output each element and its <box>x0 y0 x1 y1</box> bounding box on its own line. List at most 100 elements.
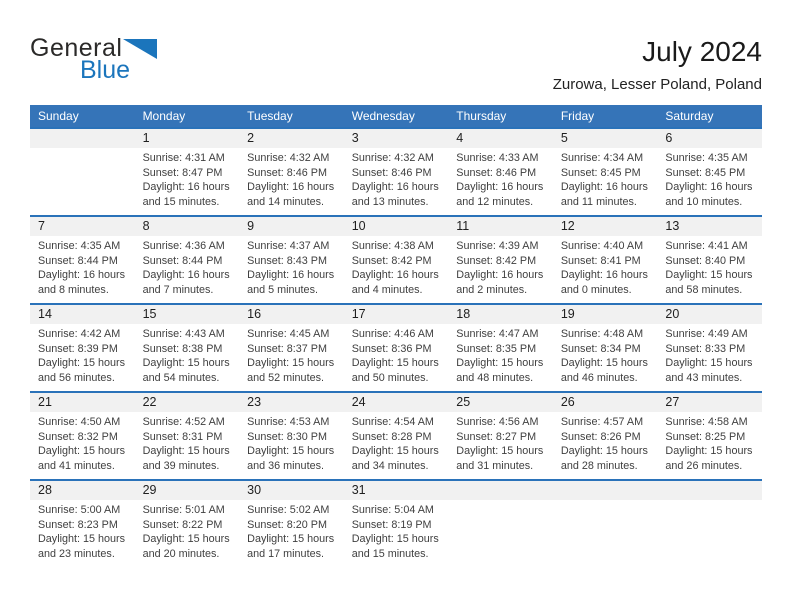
day-number-4: 4 <box>456 131 464 145</box>
daylight-text: Daylight: 15 hours and 56 minutes. <box>38 357 126 384</box>
day-cell-details-9: Sunrise: 4:37 AM Sunset: 8:43 PM Daylight:… <box>239 236 344 303</box>
sunset-text: Sunset: 8:36 PM <box>351 342 432 355</box>
day-number-31: 31 <box>351 483 366 497</box>
sunset-text: Sunset: 8:46 PM <box>351 166 432 179</box>
sunrise-text: Sunrise: 4:47 AM <box>456 328 539 340</box>
daylight-text: Daylight: 16 hours and 5 minutes. <box>247 269 335 296</box>
day-cell-details-1: Sunrise: 4:31 AM Sunset: 8:47 PM Daylight:… <box>135 148 240 215</box>
daylight-text: Daylight: 15 hours and 17 minutes. <box>247 533 335 560</box>
day-number-20: 20 <box>665 307 680 321</box>
daylight-text: Daylight: 15 hours and 50 minutes. <box>351 357 439 384</box>
sunrise-text: Sunrise: 4:53 AM <box>247 416 330 428</box>
sunset-text: Sunset: 8:37 PM <box>247 342 327 355</box>
sunset-text: Sunset: 8:42 PM <box>351 254 432 267</box>
sunrise-text: Sunrise: 4:35 AM <box>38 240 121 252</box>
day-number-12: 12 <box>560 219 575 233</box>
sunrise-text: Sunrise: 4:43 AM <box>142 328 225 340</box>
sunset-text: Sunset: 8:45 PM <box>560 166 641 179</box>
day-cell-details-11: Sunrise: 4:39 AM Sunset: 8:42 PM Daylight:… <box>448 236 553 303</box>
day-detail-band: Sunrise: 4:50 AM Sunset: 8:32 PM Daylight:… <box>30 412 762 479</box>
sunset-text: Sunset: 8:46 PM <box>456 166 537 179</box>
sunrise-text: Sunrise: 4:32 AM <box>247 152 330 164</box>
day-number-18: 18 <box>456 307 471 321</box>
sunrise-text: Sunrise: 4:57 AM <box>560 416 644 428</box>
empty-day-number <box>448 481 553 500</box>
day-header-wednesday: Wednesday <box>351 109 415 123</box>
day-number-band: 21 22 23 24 25 26 27 <box>30 393 762 412</box>
sunset-text: Sunset: 8:25 PM <box>665 430 746 443</box>
day-cell-details-18: Sunrise: 4:47 AM Sunset: 8:35 PM Daylight:… <box>448 324 553 391</box>
sunrise-text: Sunrise: 4:48 AM <box>560 328 644 340</box>
daylight-text: Daylight: 16 hours and 11 minutes. <box>560 181 648 208</box>
sunset-text: Sunset: 8:19 PM <box>351 518 432 531</box>
sunrise-text: Sunrise: 4:32 AM <box>351 152 434 164</box>
day-number-11: 11 <box>456 219 470 233</box>
day-number-band: 7 8 9 10 11 12 13 <box>30 217 762 236</box>
sunrise-text: Sunrise: 4:56 AM <box>456 416 539 428</box>
sunset-text: Sunset: 8:41 PM <box>560 254 641 267</box>
sunrise-text: Sunrise: 4:36 AM <box>142 240 225 252</box>
day-cell-details-31: Sunrise: 5:04 AM Sunset: 8:19 PM Daylight:… <box>344 500 449 567</box>
sunset-text: Sunset: 8:44 PM <box>142 254 223 267</box>
day-cell-details-15: Sunrise: 4:43 AM Sunset: 8:38 PM Daylight:… <box>135 324 240 391</box>
day-cell-details-26: Sunrise: 4:57 AM Sunset: 8:26 PM Daylight:… <box>553 412 658 479</box>
day-header-sunday: Sunday <box>38 109 79 123</box>
sunrise-text: Sunrise: 4:42 AM <box>38 328 121 340</box>
day-number-10: 10 <box>351 219 366 233</box>
sunset-text: Sunset: 8:20 PM <box>247 518 327 531</box>
daylight-text: Daylight: 15 hours and 39 minutes. <box>142 445 230 472</box>
sunset-text: Sunset: 8:40 PM <box>665 254 746 267</box>
day-cell-details-12: Sunrise: 4:40 AM Sunset: 8:41 PM Daylight:… <box>553 236 658 303</box>
day-cell-details-21: Sunrise: 4:50 AM Sunset: 8:32 PM Daylight:… <box>30 412 135 479</box>
day-number-band: 28 29 30 31 <box>30 481 762 500</box>
day-detail-band: Sunrise: 4:35 AM Sunset: 8:44 PM Daylight:… <box>30 236 762 303</box>
day-cell-details-8: Sunrise: 4:36 AM Sunset: 8:44 PM Daylight:… <box>135 236 240 303</box>
empty-day-number <box>657 481 762 500</box>
day-header-thursday: Thursday <box>456 109 507 123</box>
day-cell-details-24: Sunrise: 4:54 AM Sunset: 8:28 PM Daylight:… <box>344 412 449 479</box>
daylight-text: Daylight: 15 hours and 48 minutes. <box>456 357 544 384</box>
sunset-text: Sunset: 8:32 PM <box>38 430 118 443</box>
general-blue-logo: General Blue <box>30 36 160 88</box>
sunset-text: Sunset: 8:31 PM <box>142 430 223 443</box>
sunrise-text: Sunrise: 4:34 AM <box>560 152 644 164</box>
sunset-text: Sunset: 8:23 PM <box>38 518 118 531</box>
sunrise-text: Sunrise: 4:52 AM <box>142 416 225 428</box>
sunset-text: Sunset: 8:47 PM <box>142 166 223 179</box>
week-row-4: 21 22 23 24 25 26 27 Sunrise: 4:50 AM Sunset: 8:… <box>30 391 762 479</box>
sunrise-text: Sunrise: 5:04 AM <box>351 504 434 516</box>
daylight-text: Daylight: 16 hours and 12 minutes. <box>456 181 544 208</box>
sunset-text: Sunset: 8:43 PM <box>247 254 327 267</box>
day-cell-details-10: Sunrise: 4:38 AM Sunset: 8:42 PM Daylight:… <box>344 236 449 303</box>
empty-day-number <box>553 481 658 500</box>
day-of-week-header-row: Sunday Monday Tuesday Wednesday Thursday Frid… <box>30 105 762 127</box>
day-number-14: 14 <box>38 307 52 321</box>
daylight-text: Daylight: 16 hours and 14 minutes. <box>247 181 335 208</box>
page-title: July 2024 <box>642 36 762 67</box>
day-cell-details-28: Sunrise: 5:00 AM Sunset: 8:23 PM Daylight:… <box>30 500 135 567</box>
day-number-23: 23 <box>247 395 262 409</box>
daylight-text: Daylight: 16 hours and 0 minutes. <box>560 269 648 296</box>
daylight-text: Daylight: 16 hours and 8 minutes. <box>38 269 126 296</box>
week-row-3: 14 15 16 17 18 19 20 Sunrise: 4:42 AM Sunset: 8:… <box>30 303 762 391</box>
sunrise-text: Sunrise: 4:38 AM <box>351 240 434 252</box>
day-number-28: 28 <box>38 483 52 497</box>
day-cell-details-19: Sunrise: 4:48 AM Sunset: 8:34 PM Daylight:… <box>553 324 658 391</box>
empty-day-number <box>30 129 135 148</box>
logo-text-general: General <box>30 34 123 62</box>
sunrise-text: Sunrise: 4:39 AM <box>456 240 539 252</box>
daylight-text: Daylight: 15 hours and 34 minutes. <box>351 445 439 472</box>
sunset-text: Sunset: 8:26 PM <box>560 430 641 443</box>
sunrise-text: Sunrise: 4:46 AM <box>351 328 434 340</box>
day-number-band: 14 15 16 17 18 19 20 <box>30 305 762 324</box>
daylight-text: Daylight: 15 hours and 43 minutes. <box>665 357 753 384</box>
day-cell-details-27: Sunrise: 4:58 AM Sunset: 8:25 PM Daylight:… <box>657 412 762 479</box>
daylight-text: Daylight: 15 hours and 20 minutes. <box>142 533 230 560</box>
sunset-text: Sunset: 8:33 PM <box>665 342 746 355</box>
sunset-text: Sunset: 8:34 PM <box>560 342 641 355</box>
day-header-tuesday: Tuesday <box>247 109 293 123</box>
daylight-text: Daylight: 16 hours and 15 minutes. <box>142 181 230 208</box>
logo-triangle-icon <box>123 39 157 59</box>
day-cell-details-20: Sunrise: 4:49 AM Sunset: 8:33 PM Daylight:… <box>657 324 762 391</box>
empty-day-cell <box>30 148 135 215</box>
